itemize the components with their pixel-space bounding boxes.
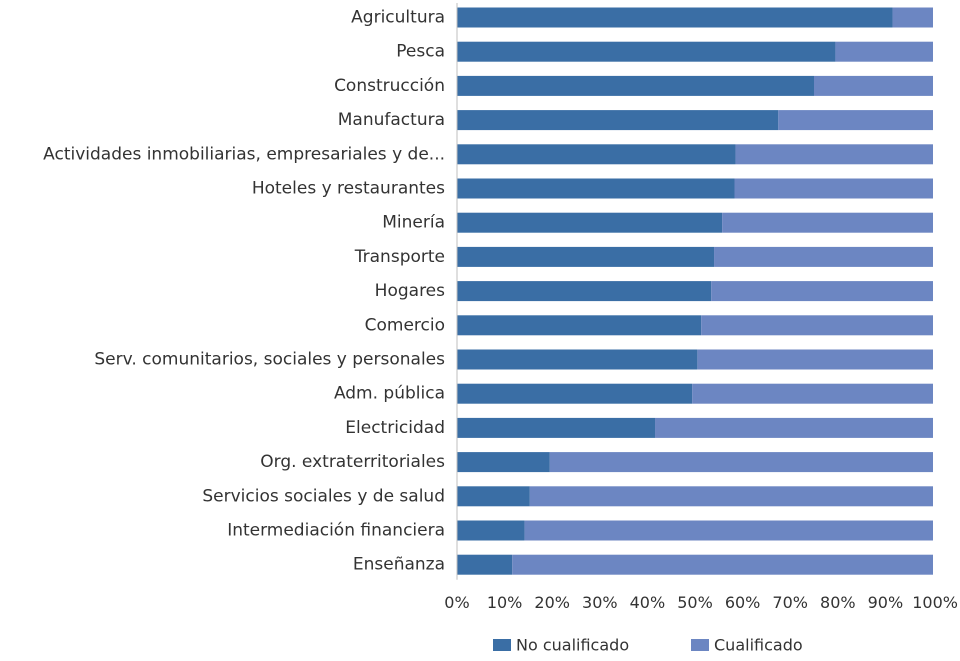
bar-cualificado	[550, 452, 933, 472]
category-label: Serv. comunitarios, sociales y personale…	[94, 350, 445, 370]
bar-no-cualificado	[457, 110, 778, 130]
x-tick-label: 60%	[725, 593, 761, 612]
bar-no-cualificado	[457, 213, 722, 233]
bar-cualificado	[814, 76, 933, 96]
category-label: Pesca	[396, 42, 445, 62]
category-label: Hogares	[375, 281, 445, 301]
category-label: Adm. pública	[334, 384, 445, 404]
category-label: Minería	[382, 213, 445, 233]
x-tick-label: 40%	[630, 593, 666, 612]
x-tick-label: 80%	[820, 593, 856, 612]
category-label: Actividades inmobiliarias, empresariales…	[43, 144, 445, 164]
legend-label: No cualificado	[516, 636, 629, 655]
x-tick-label: 100%	[912, 593, 958, 612]
category-label: Enseñanza	[353, 555, 445, 575]
x-tick-label: 30%	[582, 593, 618, 612]
bar-cualificado	[701, 315, 933, 335]
bar-cualificado	[735, 144, 933, 164]
category-label: Servicios sociales y de salud	[202, 486, 445, 506]
bar-cualificado	[697, 350, 933, 370]
category-label: Manufactura	[338, 110, 445, 130]
bar-no-cualificado	[457, 42, 835, 62]
bar-cualificado	[893, 8, 933, 28]
x-tick-label: 10%	[487, 593, 523, 612]
category-label: Transporte	[354, 247, 445, 267]
bar-no-cualificado	[457, 452, 550, 472]
x-axis-tick-labels: 0% 10% 20% 30% 40% 50% 60% 70% 80% 90% 100%	[444, 593, 958, 612]
category-label: Org. extraterritoriales	[260, 452, 445, 472]
bar-cualificado	[512, 555, 933, 575]
bar-no-cualificado	[457, 247, 714, 267]
bar-no-cualificado	[457, 281, 711, 301]
x-tick-label: 0%	[444, 593, 469, 612]
bar-cualificado	[778, 110, 933, 130]
legend: No cualificado Cualificado	[493, 636, 803, 655]
bar-cualificado	[655, 418, 933, 438]
bar-no-cualificado	[457, 144, 735, 164]
bar-cualificado	[530, 486, 933, 506]
bar-no-cualificado	[457, 76, 814, 96]
category-label: Agricultura	[351, 8, 445, 28]
bars	[457, 8, 933, 575]
bar-cualificado	[714, 247, 933, 267]
bar-no-cualificado	[457, 315, 701, 335]
bar-no-cualificado	[457, 418, 655, 438]
x-tick-label: 20%	[534, 593, 570, 612]
category-labels: Agricultura Pesca Construcción Manufactura A…	[43, 8, 445, 575]
bar-no-cualificado	[457, 8, 893, 28]
bar-cualificado	[722, 213, 933, 233]
x-tick-label: 90%	[868, 593, 904, 612]
bar-no-cualificado	[457, 350, 697, 370]
legend-label: Cualificado	[714, 636, 803, 655]
bar-no-cualificado	[457, 486, 530, 506]
legend-swatch	[691, 639, 709, 651]
bar-no-cualificado	[457, 179, 735, 199]
bar-cualificado	[735, 179, 933, 199]
bar-no-cualificado	[457, 555, 512, 575]
bar-no-cualificado	[457, 384, 692, 404]
category-label: Comercio	[365, 315, 445, 335]
legend-swatch	[493, 639, 511, 651]
category-label: Construcción	[334, 76, 445, 96]
x-tick-label: 50%	[677, 593, 713, 612]
bar-cualificado	[835, 42, 933, 62]
bar-cualificado	[525, 521, 933, 541]
bar-no-cualificado	[457, 521, 525, 541]
bar-cualificado	[711, 281, 933, 301]
x-tick-label: 70%	[772, 593, 808, 612]
bar-cualificado	[692, 384, 933, 404]
category-label: Intermediación financiera	[227, 521, 445, 541]
category-label: Hoteles y restaurantes	[252, 179, 445, 199]
category-label: Electricidad	[345, 418, 445, 438]
